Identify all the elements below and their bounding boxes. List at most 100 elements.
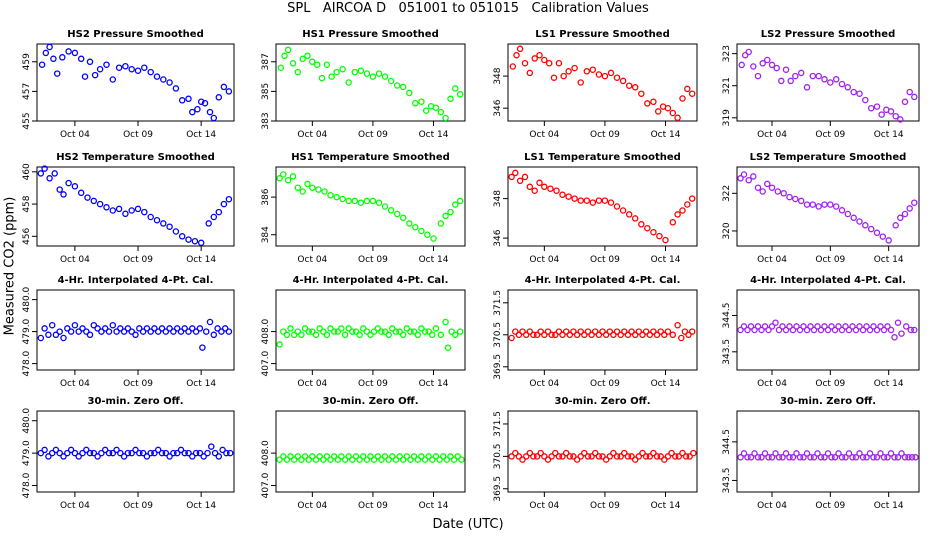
data-point — [162, 449, 170, 457]
data-point — [650, 98, 657, 106]
data-point — [304, 180, 311, 188]
data-point — [432, 453, 440, 460]
data-point — [218, 328, 225, 335]
data-point — [327, 456, 334, 463]
data-point — [64, 325, 71, 332]
data-point — [367, 331, 374, 339]
data-point — [817, 454, 825, 461]
data-point — [442, 212, 449, 220]
data-point — [522, 453, 530, 460]
data-point — [773, 64, 780, 72]
data-point — [381, 73, 389, 80]
data-point — [432, 325, 440, 332]
data-point — [751, 326, 758, 334]
data-point — [625, 82, 633, 89]
x-tick-label: Oct 14 — [419, 501, 449, 511]
data-point — [67, 446, 75, 454]
data-point — [418, 325, 425, 332]
data-point — [120, 328, 128, 335]
data-point — [143, 453, 151, 460]
data-point — [136, 449, 143, 457]
x-tick-label: Oct 14 — [419, 255, 449, 265]
data-point — [870, 323, 877, 330]
x-tick-label: Oct 14 — [419, 379, 449, 389]
data-point — [211, 449, 219, 457]
data-point — [327, 191, 334, 199]
data-point — [421, 456, 429, 463]
y-tick-label: 319 — [722, 109, 732, 126]
data-point — [902, 323, 910, 330]
data-point — [786, 193, 793, 201]
y-tick-label: 407.0 — [261, 472, 271, 498]
data-point — [768, 323, 776, 330]
data-point — [849, 323, 856, 330]
data-point — [688, 328, 696, 335]
data-point — [662, 236, 669, 244]
data-point — [79, 325, 86, 332]
data-point — [747, 323, 755, 330]
data-point — [792, 195, 799, 203]
data-point — [109, 76, 117, 83]
data-point — [513, 51, 520, 59]
x-tick-label: Oct 04 — [60, 130, 90, 140]
panel-title: 4-Hr. Interpolated 4-Pt. Cal. — [750, 275, 906, 286]
x-tick-label: Oct 04 — [297, 379, 327, 389]
data-point — [682, 453, 690, 460]
data-point — [52, 446, 60, 454]
data-point — [294, 68, 302, 76]
data-point — [657, 328, 664, 335]
data-point — [374, 453, 382, 460]
data-point — [884, 454, 891, 461]
x-tick-label: Oct 04 — [757, 379, 787, 389]
data-point — [617, 331, 624, 339]
y-tick-label: 348 — [493, 190, 503, 207]
data-point — [109, 207, 117, 214]
data-point — [77, 55, 85, 63]
panel-frame — [36, 43, 235, 122]
data-point — [797, 197, 805, 205]
data-point — [589, 66, 597, 73]
data-point — [215, 208, 223, 216]
y-tick-label: 383 — [261, 112, 271, 129]
data-point — [170, 328, 177, 335]
x-tick-label: Oct 04 — [529, 501, 559, 511]
data-point — [533, 331, 541, 339]
panel-2-1: 4-Hr. Interpolated 4-Pt. Cal. Oct 04 Oct 0… — [261, 275, 466, 389]
data-point — [661, 331, 668, 339]
data-point — [516, 177, 524, 185]
data-point — [897, 214, 904, 222]
data-point — [591, 449, 599, 457]
data-point — [621, 328, 628, 335]
data-point — [512, 169, 519, 177]
data-point — [399, 83, 407, 91]
y-tick-label: 323 — [722, 45, 732, 62]
data-point — [526, 449, 534, 457]
data-point — [519, 456, 526, 463]
data-point — [828, 323, 835, 330]
data-point — [109, 321, 117, 329]
data-point — [537, 449, 544, 457]
data-point — [679, 207, 686, 214]
data-point — [595, 453, 603, 460]
data-point — [780, 190, 787, 197]
data-point — [613, 453, 621, 460]
data-point — [351, 68, 359, 76]
data-point — [644, 100, 651, 107]
data-point — [387, 77, 395, 85]
y-tick-label: 370.5 — [493, 443, 503, 469]
data-point — [664, 328, 672, 335]
data-point — [312, 456, 320, 463]
data-point — [367, 453, 374, 460]
data-point — [194, 105, 201, 113]
data-point — [75, 328, 82, 335]
data-point — [369, 73, 377, 80]
x-tick-label: Oct 04 — [60, 501, 90, 511]
data-point — [429, 456, 436, 463]
y-tick-label: 346 — [493, 229, 503, 246]
data-point — [56, 449, 63, 457]
data-point — [560, 72, 567, 80]
data-point — [562, 449, 570, 457]
data-point — [456, 91, 464, 98]
data-point — [313, 61, 321, 68]
data-point — [807, 323, 814, 330]
